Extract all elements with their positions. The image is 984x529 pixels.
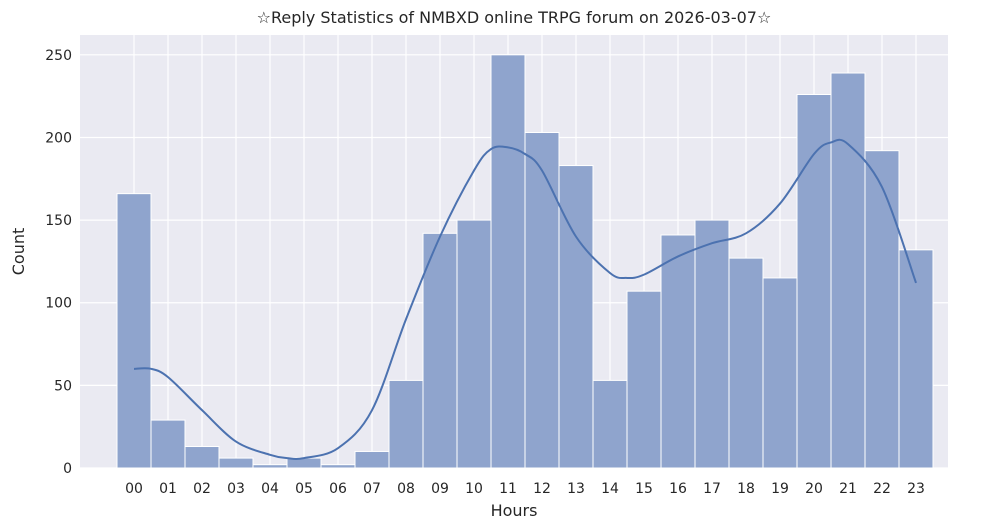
x-tick-label: 08 xyxy=(397,481,415,497)
bar-hour-12 xyxy=(524,132,560,469)
x-tick-label: 19 xyxy=(771,481,789,497)
bar-hour-13 xyxy=(558,165,594,469)
x-tick-label: 14 xyxy=(601,481,619,497)
kde-curve xyxy=(133,138,917,460)
x-tick-label: 02 xyxy=(193,481,211,497)
x-tick-label: 18 xyxy=(737,481,755,497)
bar-hour-09 xyxy=(422,232,458,469)
x-tick-label: 07 xyxy=(363,481,381,497)
y-tick-label: 200 xyxy=(45,130,72,146)
y-tick-label: 150 xyxy=(45,213,72,229)
bar-hour-16 xyxy=(660,234,696,469)
x-tick-label: 11 xyxy=(499,481,517,497)
bar-hour-15 xyxy=(626,290,662,469)
bar-hour-14 xyxy=(592,379,628,469)
bars xyxy=(116,54,934,469)
x-tick-label: 22 xyxy=(873,481,891,497)
bar-hour-01 xyxy=(150,419,186,469)
x-tick-label: 05 xyxy=(295,481,313,497)
y-tick-label: 100 xyxy=(45,296,72,312)
x-tick-label: 16 xyxy=(669,481,687,497)
x-tick-label: 03 xyxy=(227,481,245,497)
x-tick-label: 21 xyxy=(839,481,857,497)
x-tick-label: 06 xyxy=(329,481,347,497)
x-tick-label: 13 xyxy=(567,481,585,497)
x-axis-label: Hours xyxy=(491,501,538,520)
x-tick-label: 00 xyxy=(125,481,143,497)
bar-hour-00 xyxy=(116,193,152,469)
x-tick-label: 10 xyxy=(465,481,483,497)
bar-hour-03 xyxy=(218,457,254,469)
bar-hour-22 xyxy=(864,150,900,469)
chart-title: ☆Reply Statistics of NMBXD online TRPG f… xyxy=(257,8,772,27)
bar-hour-02 xyxy=(184,446,220,469)
y-tick-label: 50 xyxy=(54,378,72,394)
bar-hour-23 xyxy=(898,249,934,469)
bar-hour-20 xyxy=(796,93,832,469)
y-axis-label: Count xyxy=(9,228,28,276)
y-axis-ticks: 0 50 100 150 200 250 xyxy=(45,48,72,477)
x-tick-label: 20 xyxy=(805,481,823,497)
bar-hour-06 xyxy=(320,464,356,469)
x-tick-label: 09 xyxy=(431,481,449,497)
bar-hour-04 xyxy=(252,464,288,469)
bar-hour-17 xyxy=(694,219,730,469)
y-tick-label: 250 xyxy=(45,48,72,64)
x-axis-ticks: 00 01 02 03 04 05 06 07 08 09 10 11 12 13 14 15 16 17 18 19… xyxy=(125,481,925,497)
x-tick-label: 15 xyxy=(635,481,653,497)
x-tick-label: 12 xyxy=(533,481,551,497)
x-tick-label: 04 xyxy=(261,481,279,497)
bar-hour-21 xyxy=(830,72,866,469)
bar-hour-07 xyxy=(354,450,390,469)
bar-hour-19 xyxy=(762,277,798,469)
bar-hour-10 xyxy=(456,219,492,469)
x-tick-label: 17 xyxy=(703,481,721,497)
x-tick-label: 23 xyxy=(907,481,925,497)
x-tick-label: 01 xyxy=(159,481,177,497)
bar-hour-08 xyxy=(388,379,424,469)
bar-hour-18 xyxy=(728,257,764,469)
bar-hour-11 xyxy=(490,54,526,469)
y-tick-label: 0 xyxy=(63,461,72,477)
